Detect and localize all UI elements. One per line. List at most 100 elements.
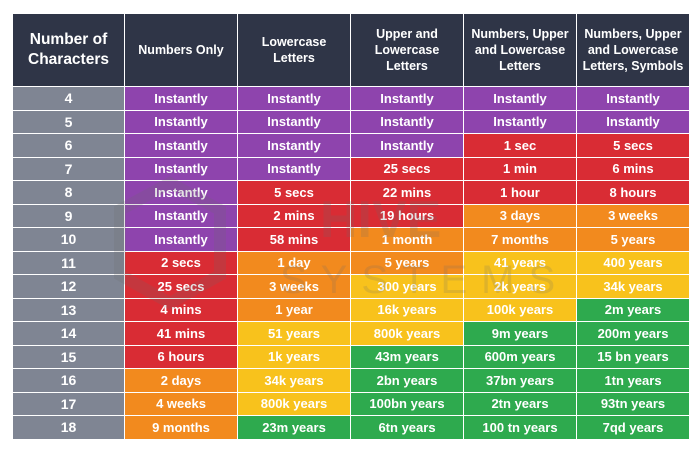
crack-time-cell: 6 mins bbox=[577, 157, 689, 180]
character-count-cell: 18 bbox=[13, 416, 124, 439]
table-row: 14 41 mins 51 years 800k years 9m years 200m … bbox=[13, 322, 689, 345]
table-row: 7 Instantly Instantly 25 secs 1 min 6 mins bbox=[13, 157, 689, 180]
crack-time-cell: 2 secs bbox=[125, 251, 237, 274]
crack-time-cell: Instantly bbox=[238, 87, 350, 110]
table-row: 10 Instantly 58 mins 1 month 7 months 5 years bbox=[13, 228, 689, 251]
character-count-cell: 12 bbox=[13, 275, 124, 298]
crack-time-cell: 8 hours bbox=[577, 181, 689, 204]
crack-time-cell: 3 days bbox=[464, 204, 576, 227]
crack-time-cell: 800k years bbox=[351, 322, 463, 345]
crack-time-cell: 93tn years bbox=[577, 392, 689, 415]
crack-time-cell: 100bn years bbox=[351, 392, 463, 415]
crack-time-cell: Instantly bbox=[464, 87, 576, 110]
crack-time-cell: 16k years bbox=[351, 298, 463, 321]
character-count-cell: 4 bbox=[13, 87, 124, 110]
crack-time-cell: 1k years bbox=[238, 345, 350, 368]
crack-time-cell: Instantly bbox=[238, 110, 350, 133]
character-count-cell: 17 bbox=[13, 392, 124, 415]
character-count-cell: 15 bbox=[13, 345, 124, 368]
table-header: Number of Characters Numbers Only Lowerc… bbox=[13, 14, 689, 86]
crack-time-cell: Instantly bbox=[238, 157, 350, 180]
crack-time-cell: 41 years bbox=[464, 251, 576, 274]
crack-time-cell: 9 months bbox=[125, 416, 237, 439]
table-row: 15 6 hours 1k years 43m years 600m years 15 b… bbox=[13, 345, 689, 368]
crack-time-cell: 22 mins bbox=[351, 181, 463, 204]
crack-time-cell: 34k years bbox=[238, 369, 350, 392]
crack-time-cell: 15 bn years bbox=[577, 345, 689, 368]
crack-time-cell: 6 hours bbox=[125, 345, 237, 368]
crack-time-cell: 3 weeks bbox=[238, 275, 350, 298]
crack-time-cell: 2bn years bbox=[351, 369, 463, 392]
header-numbers-only: Numbers Only bbox=[125, 14, 237, 86]
crack-time-cell: 100 tn years bbox=[464, 416, 576, 439]
crack-time-cell: 25 secs bbox=[351, 157, 463, 180]
crack-time-cell: Instantly bbox=[125, 157, 237, 180]
crack-time-cell: 6tn years bbox=[351, 416, 463, 439]
crack-time-cell: 1tn years bbox=[577, 369, 689, 392]
table-row: 5 Instantly Instantly Instantly Instantly Ins… bbox=[13, 110, 689, 133]
character-count-cell: 6 bbox=[13, 134, 124, 157]
crack-time-cell: 1 month bbox=[351, 228, 463, 251]
crack-time-cell: 7 months bbox=[464, 228, 576, 251]
table-row: 17 4 weeks 800k years 100bn years 2tn years 9… bbox=[13, 392, 689, 415]
header-number-of-characters: Number of Characters bbox=[13, 14, 124, 86]
table-body: 4 Instantly Instantly Instantly Instantly Ins… bbox=[13, 87, 689, 439]
crack-time-cell: 7qd years bbox=[577, 416, 689, 439]
crack-time-cell: 2 days bbox=[125, 369, 237, 392]
crack-time-cell: 2k years bbox=[464, 275, 576, 298]
table-row: 16 2 days 34k years 2bn years 37bn years 1tn … bbox=[13, 369, 689, 392]
crack-time-cell: Instantly bbox=[351, 110, 463, 133]
crack-time-cell: Instantly bbox=[125, 228, 237, 251]
character-count-cell: 7 bbox=[13, 157, 124, 180]
character-count-cell: 11 bbox=[13, 251, 124, 274]
crack-time-cell: Instantly bbox=[464, 110, 576, 133]
crack-time-cell: 300 years bbox=[351, 275, 463, 298]
crack-time-cell: 23m years bbox=[238, 416, 350, 439]
crack-time-cell: 800k years bbox=[238, 392, 350, 415]
crack-time-cell: 1 year bbox=[238, 298, 350, 321]
table-row: 6 Instantly Instantly Instantly 1 sec 5 secs bbox=[13, 134, 689, 157]
crack-time-cell: 34k years bbox=[577, 275, 689, 298]
header-numbers-upper-lowercase: Numbers, Upper and Lowercase Letters bbox=[464, 14, 576, 86]
table-row: 11 2 secs 1 day 5 years 41 years 400 years bbox=[13, 251, 689, 274]
crack-time-cell: 3 weeks bbox=[577, 204, 689, 227]
crack-time-cell: 2m years bbox=[577, 298, 689, 321]
crack-time-cell: 41 mins bbox=[125, 322, 237, 345]
crack-time-cell: 4 mins bbox=[125, 298, 237, 321]
crack-time-cell: 58 mins bbox=[238, 228, 350, 251]
crack-time-cell: Instantly bbox=[125, 134, 237, 157]
crack-time-cell: 37bn years bbox=[464, 369, 576, 392]
table-row: 12 25 secs 3 weeks 300 years 2k years 34k yea… bbox=[13, 275, 689, 298]
crack-time-cell: Instantly bbox=[351, 87, 463, 110]
crack-time-cell: 5 secs bbox=[577, 134, 689, 157]
character-count-cell: 16 bbox=[13, 369, 124, 392]
crack-time-cell: 1 sec bbox=[464, 134, 576, 157]
crack-time-cell: 9m years bbox=[464, 322, 576, 345]
header-row: Number of Characters Numbers Only Lowerc… bbox=[13, 14, 689, 86]
crack-time-cell: Instantly bbox=[238, 134, 350, 157]
password-crack-time-table: Number of Characters Numbers Only Lowerc… bbox=[12, 13, 690, 440]
character-count-cell: 10 bbox=[13, 228, 124, 251]
crack-time-cell: 5 secs bbox=[238, 181, 350, 204]
table-row: 9 Instantly 2 mins 19 hours 3 days 3 weeks bbox=[13, 204, 689, 227]
crack-time-cell: 4 weeks bbox=[125, 392, 237, 415]
table-row: 18 9 months 23m years 6tn years 100 tn years… bbox=[13, 416, 689, 439]
character-count-cell: 9 bbox=[13, 204, 124, 227]
crack-time-cell: 2 mins bbox=[238, 204, 350, 227]
crack-time-cell: 400 years bbox=[577, 251, 689, 274]
crack-time-cell: 25 secs bbox=[125, 275, 237, 298]
crack-time-cell: Instantly bbox=[125, 87, 237, 110]
crack-time-cell: Instantly bbox=[125, 204, 237, 227]
crack-time-cell: Instantly bbox=[351, 134, 463, 157]
crack-time-cell: 51 years bbox=[238, 322, 350, 345]
table-row: 13 4 mins 1 year 16k years 100k years 2m year… bbox=[13, 298, 689, 321]
character-count-cell: 14 bbox=[13, 322, 124, 345]
crack-time-cell: 5 years bbox=[577, 228, 689, 251]
character-count-cell: 13 bbox=[13, 298, 124, 321]
header-numbers-upper-lowercase-symbols: Numbers, Upper and Lowercase Letters, Sy… bbox=[577, 14, 689, 86]
crack-time-cell: 1 day bbox=[238, 251, 350, 274]
table-row: 8 Instantly 5 secs 22 mins 1 hour 8 hours bbox=[13, 181, 689, 204]
crack-time-cell: Instantly bbox=[125, 110, 237, 133]
header-upper-lowercase: Upper and Lowercase Letters bbox=[351, 14, 463, 86]
crack-time-cell: 100k years bbox=[464, 298, 576, 321]
